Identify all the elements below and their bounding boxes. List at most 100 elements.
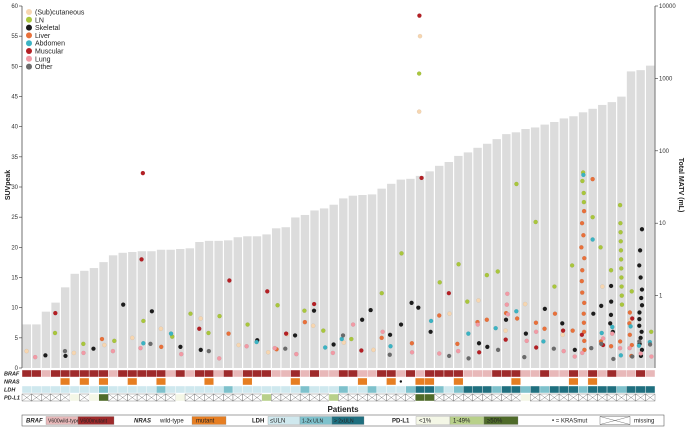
lesion-point-ln <box>379 290 384 296</box>
matv-bar <box>550 121 559 369</box>
cell-missing-cross <box>568 393 579 402</box>
y-right-tick-label: 10 <box>659 221 666 227</box>
lesion-point-skeletal <box>637 263 642 268</box>
cell-ldh <box>616 385 627 394</box>
lesion-point-other <box>611 356 616 362</box>
cell-braf <box>443 369 454 378</box>
cell-missing-cross <box>242 393 253 402</box>
lesion-point-skeletal <box>637 316 642 322</box>
key-label: V600wild-type <box>48 419 80 425</box>
x-axis-title: Patients <box>327 405 359 414</box>
lesion-point-muscular <box>359 348 364 353</box>
lesion-point-muscular <box>629 316 635 321</box>
y-left-tick-label: 20 <box>11 245 18 251</box>
cell-ldh <box>510 385 521 394</box>
cell-nras <box>482 377 493 386</box>
lesion-point-lung <box>579 350 585 356</box>
cell-braf <box>204 369 215 378</box>
cell-braf <box>424 369 435 378</box>
cell-braf <box>88 369 99 378</box>
cell-missing-cross <box>597 393 608 402</box>
lesion-point-lung <box>533 329 539 335</box>
matv-bar <box>358 195 367 368</box>
cell-braf <box>223 369 234 378</box>
cell-missing-cross <box>472 393 483 402</box>
cell-ldh <box>472 385 483 394</box>
matv-bar <box>156 249 166 368</box>
y-left-tick-label: 30 <box>11 185 18 191</box>
lesion-point-liver <box>582 255 587 261</box>
lesion-point-ln <box>619 275 624 280</box>
cell-nras <box>280 377 291 386</box>
cell-nras <box>165 377 176 386</box>
lesion-point-ln <box>141 318 146 324</box>
lesion-point-lung <box>81 350 86 356</box>
cell-missing-cross <box>386 393 397 402</box>
cell-nras <box>328 377 339 386</box>
cell-ldh <box>261 385 272 394</box>
cell-ldh <box>280 385 291 394</box>
lesion-point-liver <box>158 344 164 350</box>
lesion-point-skeletal <box>638 275 643 280</box>
lesion-point-subcutaneous <box>102 342 107 348</box>
lesion-point-subcutaneous <box>158 326 164 332</box>
cell-ldh <box>443 385 454 394</box>
legend-marker <box>26 24 32 31</box>
lesion-point-ln <box>590 214 595 220</box>
lesion-point-ln <box>618 220 623 226</box>
lesion-point-ln <box>321 328 326 333</box>
cell-missing-cross <box>511 393 521 402</box>
lesion-point-muscular <box>283 331 289 336</box>
lesion-point-muscular <box>53 310 58 316</box>
legend-marker <box>26 55 32 62</box>
lesion-point-subcutaneous <box>417 33 423 39</box>
lesion-point-skeletal <box>198 347 204 353</box>
matv-bar <box>291 217 300 368</box>
cell-nras <box>376 377 387 386</box>
lesion-point-lung <box>600 336 606 341</box>
cell-nras <box>309 377 320 386</box>
lesion-point-muscular <box>311 301 317 307</box>
matv-bar <box>252 236 262 368</box>
lesion-point-liver <box>579 245 584 250</box>
cell-nras <box>251 377 262 386</box>
cell-ldh <box>491 385 502 394</box>
cell-braf <box>597 369 608 378</box>
cell-braf <box>21 369 32 378</box>
cell-ldh <box>69 385 80 394</box>
lesion-point-lung <box>505 312 511 317</box>
lesion-point-liver <box>484 317 490 322</box>
matv-bar <box>118 252 127 368</box>
cell-missing-cross <box>271 393 282 402</box>
lesion-point-liver <box>409 341 415 346</box>
cell-ldh <box>415 385 426 394</box>
lesion-point-abdomen <box>610 324 615 330</box>
lesion-point-skeletal <box>503 317 509 322</box>
cell-braf <box>290 369 301 378</box>
cell-missing-cross <box>558 393 569 402</box>
cell-braf <box>60 369 71 378</box>
row-label-ldh: LDH <box>4 388 16 394</box>
annotation-key: BRAF V600wild-type V600mutant NRAS wild-type… <box>21 414 665 427</box>
lesion-point-other <box>630 354 635 359</box>
lesion-point-subcutaneous <box>236 342 241 348</box>
cell-nras <box>98 377 109 386</box>
cell-braf <box>587 369 598 378</box>
cell-nras <box>338 377 349 386</box>
cell-ldh <box>376 385 387 394</box>
cell-nras <box>635 377 646 386</box>
cell-pdl1 <box>261 393 272 402</box>
lesion-point-skeletal <box>637 310 642 315</box>
matv-bar <box>137 251 147 368</box>
cell-braf <box>520 369 531 378</box>
cell-missing-cross <box>146 393 157 402</box>
lesion-point-muscular <box>227 278 232 283</box>
lesion-point-ln <box>81 341 86 347</box>
cell-ldh <box>309 385 320 394</box>
lesion-point-ln <box>581 190 586 196</box>
lesion-point-skeletal <box>409 300 414 306</box>
lesion-point-skeletal <box>428 329 433 335</box>
lesion-point-ln <box>581 199 587 205</box>
lesion-point-skeletal <box>608 299 614 304</box>
cell-ldh <box>213 385 224 394</box>
